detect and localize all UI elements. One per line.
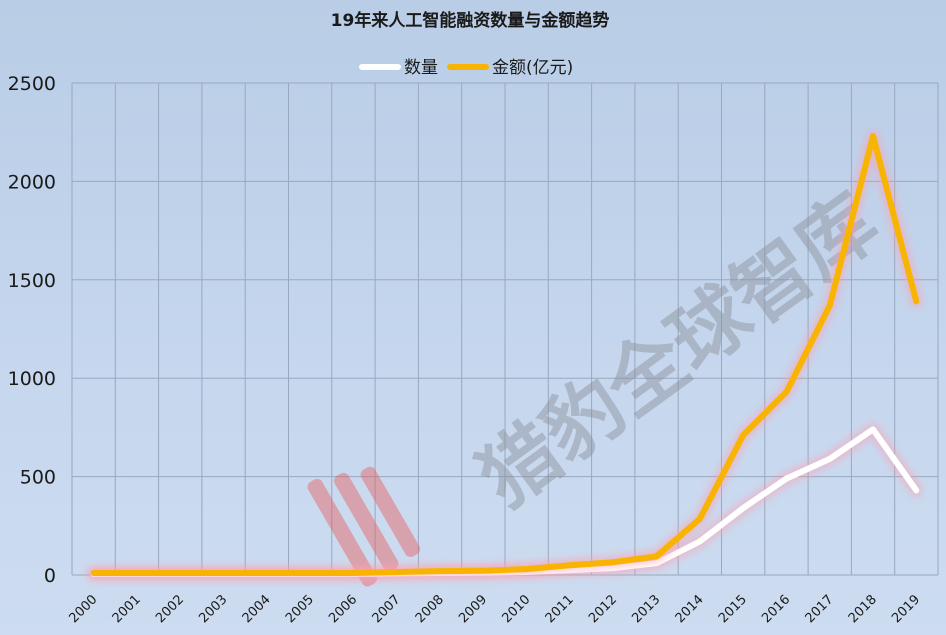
y-tick-label: 2500 [8,73,56,95]
data-point-amount [610,559,616,565]
data-point-amount [264,570,270,576]
x-tick-label: 2000 [66,592,100,626]
series-line-amount [90,133,920,576]
x-tick-label: 2003 [196,592,230,626]
data-point-quantity [870,426,876,432]
series-layer [87,130,923,580]
x-axis: 2000 2001 2002 2003 2004 2005 2006 2007 2008 2009… [66,592,923,626]
x-tick-label: 2008 [413,592,447,626]
x-tick-label: 2013 [629,592,663,626]
x-tick-label: 2011 [543,592,577,626]
y-tick-label: 1000 [8,368,56,390]
data-point-amount [350,570,356,576]
x-tick-label: 2007 [370,592,404,626]
grid [71,82,939,576]
x-tick-label: 2001 [110,592,144,626]
y-tick-label: 2000 [8,171,56,193]
x-tick-label: 2004 [240,592,274,626]
data-point-amount [913,298,919,304]
x-tick-label: 2005 [283,592,317,626]
x-tick-label: 2009 [456,592,490,626]
data-point-amount [480,568,486,574]
legend-amount-label: 金额(亿元) [492,58,573,78]
data-point-amount [221,570,227,576]
y-tick-label: 1500 [8,270,56,292]
data-point-amount [697,516,703,522]
x-tick-label: 2012 [586,592,620,626]
data-point-amount [827,302,833,308]
watermark: 猎豹全球智库 [307,177,895,587]
data-point-quantity [697,539,703,545]
chart-title: 19年来人工智能融资数量与金额趋势 [331,10,610,31]
data-point-amount [870,133,876,139]
x-tick-label: 2010 [499,592,533,626]
y-tick-label: 0 [44,565,56,587]
y-tick-label: 500 [20,467,56,489]
data-point-amount [783,389,789,395]
legend-quantity-label: 数量 [404,58,438,78]
x-tick-label: 2002 [153,592,187,626]
x-tick-label: 2006 [326,592,360,626]
data-point-amount [524,566,530,572]
data-point-amount [437,568,443,574]
data-point-amount [740,432,746,438]
legend: 数量 金额(亿元) [359,58,573,78]
y-axis: 0 500 1000 1500 2000 2500 [8,73,56,587]
data-point-amount [567,562,573,568]
x-tick-label: 2017 [803,592,837,626]
data-point-quantity [827,456,833,462]
data-point-amount [91,570,97,576]
watermark-text: 猎豹全球智库 [463,177,895,525]
data-point-amount [134,570,140,576]
data-point-amount [177,570,183,576]
data-point-quantity [783,476,789,482]
x-tick-label: 2014 [673,592,707,626]
data-point-amount [654,553,660,559]
x-tick-label: 2015 [716,592,750,626]
watermark-logo-icon [307,466,421,587]
x-tick-label: 2019 [889,592,923,626]
data-point-amount [307,570,313,576]
data-point-quantity [740,505,746,511]
data-point-quantity [913,487,919,493]
x-tick-label: 2016 [759,592,793,626]
x-tick-label: 2018 [846,592,880,626]
data-point-amount [394,569,400,575]
